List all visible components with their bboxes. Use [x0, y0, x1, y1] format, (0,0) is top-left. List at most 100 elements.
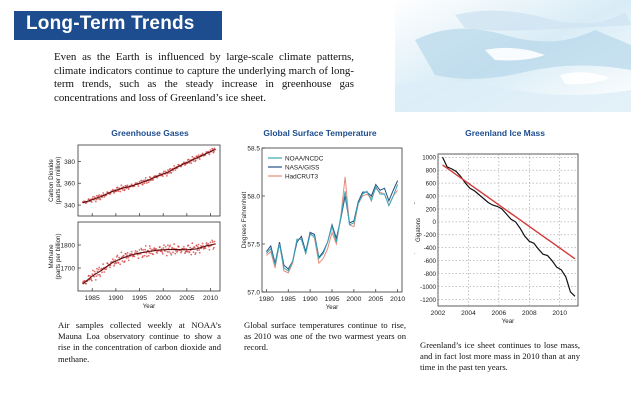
data-point — [165, 254, 168, 257]
data-point — [99, 275, 102, 278]
data-point — [197, 243, 200, 246]
panel-title-greenhouse-gases: Greenhouse Gases — [111, 128, 189, 138]
data-point — [167, 169, 169, 171]
data-point — [126, 251, 129, 254]
data-point — [174, 169, 177, 172]
data-point — [213, 240, 216, 243]
data-point — [143, 254, 146, 257]
data-point — [172, 251, 174, 254]
data-point — [169, 167, 172, 170]
ice-mass-line — [442, 156, 576, 297]
data-point — [138, 249, 141, 251]
data-point — [164, 250, 166, 253]
data-point — [149, 247, 152, 250]
data-point — [151, 248, 153, 251]
y-axis-label: Departure from Average — [414, 197, 415, 262]
y-tick-label: -200 — [424, 232, 437, 239]
data-point — [93, 275, 95, 278]
data-point — [190, 253, 193, 256]
y-tick-label: 800 — [426, 167, 437, 174]
data-point — [144, 244, 147, 247]
data-point — [113, 264, 115, 267]
data-point — [96, 267, 98, 270]
caption-surface-temperature: Global surface temperatures continue to … — [244, 320, 406, 353]
data-point — [94, 278, 97, 281]
y-tick-label: -800 — [424, 271, 437, 278]
data-point — [111, 258, 114, 261]
surface-temperature-chart: 57.0 57.5 58.0 58.5 1980 1985 1990 1995 2000 2005… — [241, 146, 405, 312]
data-point — [126, 184, 129, 187]
data-point — [166, 250, 169, 253]
greenhouse-gases-chart: 340 360 380 Carbon Dioxide (parts per millio… — [48, 144, 221, 310]
data-point — [188, 161, 191, 164]
legend-label: NOAA/NCDC — [285, 155, 324, 162]
y-tick-label: -1200 — [420, 297, 436, 304]
data-point — [90, 278, 93, 280]
data-point — [102, 263, 105, 266]
subplot-frame — [77, 221, 221, 292]
data-point — [164, 245, 167, 248]
data-point — [122, 254, 125, 257]
x-tick-label: 1995 — [132, 295, 147, 302]
y-tick-label: 0 — [433, 219, 437, 226]
data-point — [103, 196, 106, 198]
data-point — [161, 175, 164, 178]
data-point — [165, 174, 168, 177]
data-point — [117, 262, 120, 264]
data-point — [161, 252, 164, 255]
data-point — [192, 251, 195, 253]
data-point — [182, 245, 185, 248]
data-point — [211, 239, 214, 242]
x-tick-label: 2005 — [179, 295, 194, 302]
data-point — [127, 188, 130, 191]
data-point — [198, 158, 201, 160]
data-point — [170, 253, 173, 256]
data-point — [98, 273, 101, 276]
data-point — [201, 242, 204, 245]
data-point — [125, 253, 127, 255]
x-axis-label: Year — [143, 303, 156, 310]
data-point — [198, 251, 201, 254]
hadcrut3-line — [266, 176, 399, 274]
data-point — [121, 188, 124, 191]
data-point — [191, 242, 194, 245]
x-tick-label: 2010 — [203, 295, 218, 302]
x-axis-label: Year — [326, 304, 339, 311]
y-tick-label: 57.5 — [247, 242, 260, 249]
data-point — [93, 270, 96, 273]
data-point — [159, 172, 161, 175]
y-tick-label: -1000 — [420, 284, 436, 291]
methane-samples — [81, 239, 216, 285]
data-point — [113, 262, 116, 265]
data-point — [155, 247, 157, 250]
y-axis-label: Degrees Fahrenheit — [241, 192, 248, 249]
x-tick-label: 2008 — [522, 310, 537, 317]
data-point — [109, 266, 111, 269]
data-point — [176, 249, 179, 252]
noaa-ncdc-line — [266, 184, 399, 272]
x-tick-label: 1990 — [303, 296, 318, 303]
x-tick-label: 2004 — [461, 310, 476, 317]
x-tick-label: 1985 — [281, 296, 296, 303]
data-point — [142, 249, 145, 251]
data-point — [173, 243, 176, 246]
y-tick-label: 1800 — [61, 243, 76, 250]
panel-title-surface-temperature: Global Surface Temperature — [263, 128, 377, 138]
y-axis-label: Methane — [48, 244, 55, 269]
data-point — [196, 245, 198, 247]
data-point — [125, 257, 128, 259]
data-point — [172, 169, 174, 172]
data-point — [152, 253, 155, 256]
x-tick-label: 2005 — [368, 296, 383, 303]
caption-greenland-ice-mass: Greenland’s ice sheet continues to lose … — [420, 340, 580, 373]
intro-paragraph: Even as the Earth is influenced by large… — [54, 51, 354, 104]
caption-greenhouse-gases: Air samples collected weekly at NOAA’s M… — [58, 320, 221, 364]
panel-title-greenland-ice-mass: Greenland Ice Mass — [465, 128, 545, 138]
greenland-ice-mass-chart: 2002 2004 2006 2008 2010 1000 800 600 400 200 0 -20… — [414, 153, 579, 325]
data-point — [198, 249, 201, 251]
y-tick-label: 600 — [426, 180, 437, 187]
data-point — [148, 245, 151, 247]
data-point — [196, 249, 199, 252]
data-point — [177, 246, 180, 248]
data-point — [116, 186, 119, 189]
